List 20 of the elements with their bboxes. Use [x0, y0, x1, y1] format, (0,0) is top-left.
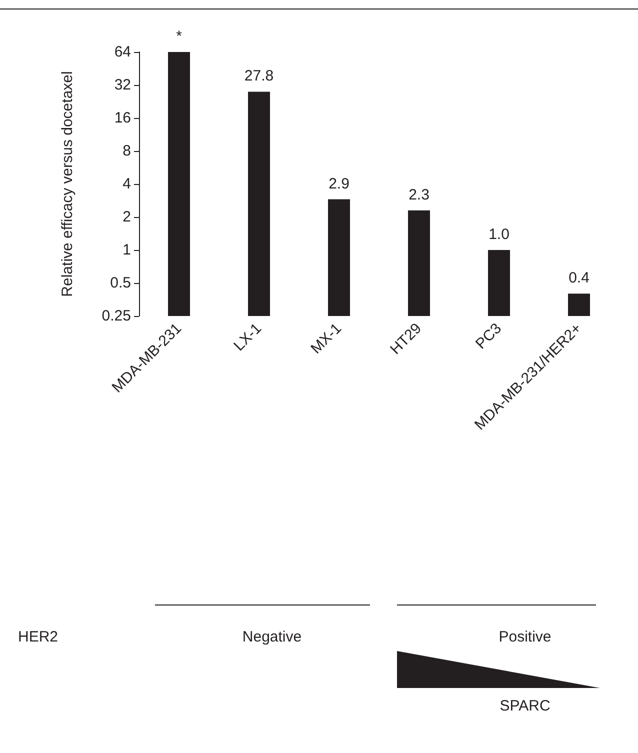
y-tick-label: 0.25 — [102, 308, 131, 324]
y-tick-label: 8 — [122, 142, 131, 160]
data-label: 27.8 — [244, 68, 274, 85]
text: Negative — [242, 628, 302, 646]
y-tick-label: 1 — [122, 242, 131, 258]
y-tick-label: 4 — [122, 176, 131, 192]
y-tick-label: 32 — [114, 76, 131, 94]
y-tick-label: 2 — [122, 208, 131, 226]
data-label: * — [176, 28, 182, 45]
data-label: 1.0 — [488, 226, 510, 243]
text: HER2 — [18, 628, 58, 646]
data-label: 2.3 — [408, 186, 430, 204]
y-tick-label: 0.5 — [110, 274, 131, 292]
y-tick-label: 16 — [114, 110, 131, 126]
text: Positive — [498, 628, 552, 646]
text: SPARC — [500, 698, 550, 714]
data-label: 0.4 — [568, 270, 590, 287]
data-label: 2.9 — [328, 175, 350, 192]
y-axis-title: Relative efficacy versus docetaxel — [59, 71, 76, 297]
y-tick-label: 64 — [114, 44, 131, 60]
